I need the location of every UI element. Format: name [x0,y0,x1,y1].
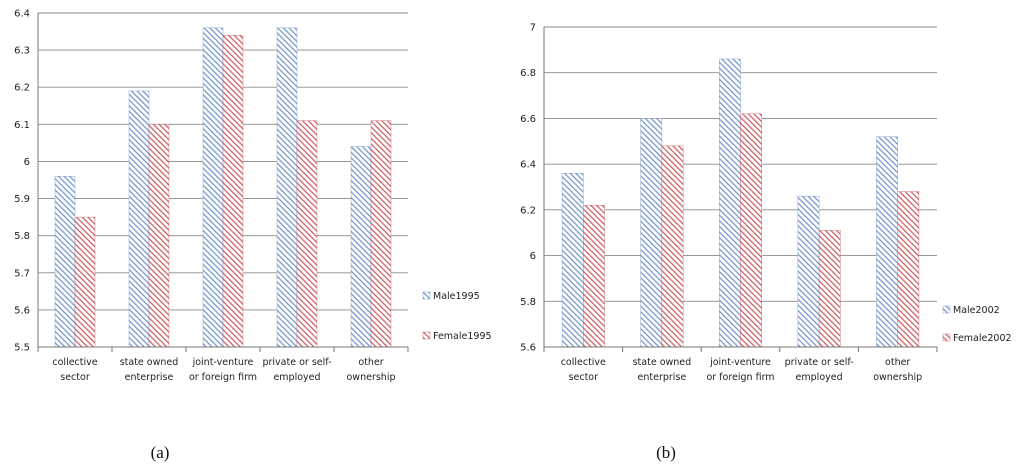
female-bar [296,120,318,348]
male-bar [640,118,663,348]
y-tick-label: 5.9 [14,194,30,205]
legend-label: Male1995 [433,291,480,302]
y-tick-label: 5.6 [14,305,30,316]
male-bar [202,27,224,348]
category-label: employed [273,372,320,383]
category-label: state owned [633,357,692,368]
category-label: state owned [120,357,179,368]
female-bar [583,205,605,348]
category-label: collective [52,357,97,368]
y-tick-label: 6.3 [14,46,30,57]
category-label: other [358,357,383,368]
y-tick-label: 6.6 [520,114,536,125]
y-tick-label: 6.4 [520,160,536,171]
y-tick-label: 6 [24,157,30,168]
category-label: or foreign firm [189,372,257,383]
legend-label: Male2002 [953,305,1000,316]
male-bar [876,136,898,348]
y-tick-label: 5.8 [520,297,536,308]
y-tick-label: 5.7 [14,268,30,279]
legend-label: Female2002 [953,333,1012,344]
category-label: joint-venture [192,357,254,368]
category-label: enterprise [638,372,687,383]
figure-caption: (a) [151,443,170,462]
category-label: private or self- [262,357,331,368]
male-bar [128,90,150,348]
female-bar [818,230,841,348]
female-bar [222,35,244,348]
y-tick-label: 6.2 [520,205,536,216]
y-tick-label: 6 [530,251,536,262]
chart-b: 5.6 5.8 6 6.2 6.4 6.6 6.8 7 collective sector stat… [520,23,1011,463]
female-bar [740,113,762,348]
y-tick-label: 6.8 [520,68,536,79]
category-label: enterprise [125,372,174,383]
female-bar [661,145,684,348]
legend-swatch-male [422,291,431,300]
legend-label: Female1995 [433,331,492,342]
male-bar [719,58,741,348]
y-tick-label: 7 [530,23,536,34]
category-label: other [885,357,910,368]
male-bar [350,146,372,348]
y-tick-label: 5.6 [520,343,536,354]
male-bar [797,195,820,348]
category-label: ownership [873,372,922,383]
male-bar [54,176,76,348]
legend-swatch-female [942,333,951,342]
category-label: employed [796,372,843,383]
female-bar [74,216,96,348]
category-label: sector [60,372,90,383]
figure-caption: (b) [656,443,676,462]
y-tick-label: 5.5 [14,343,30,354]
male-bar [561,173,584,348]
y-tick-label: 6.4 [14,9,30,20]
legend-swatch-male [942,305,951,314]
female-bar [897,191,920,348]
category-label: private or self- [785,357,854,368]
category-label: joint-venture [709,357,771,368]
female-bar [370,120,392,348]
category-label: ownership [347,372,396,383]
category-label: or foreign firm [706,372,774,383]
chart-a: 5.5 5.6 5.7 5.8 5.9 6 6.1 6.2 6.3 6.4 collective se… [14,9,491,463]
category-label: sector [569,372,599,383]
y-tick-label: 6.2 [14,83,30,94]
category-label: collective [561,357,606,368]
male-bar [276,27,298,348]
female-bar [148,124,170,348]
y-tick-label: 6.1 [14,120,30,131]
y-tick-label: 5.8 [14,231,30,242]
legend-swatch-female [422,331,431,340]
